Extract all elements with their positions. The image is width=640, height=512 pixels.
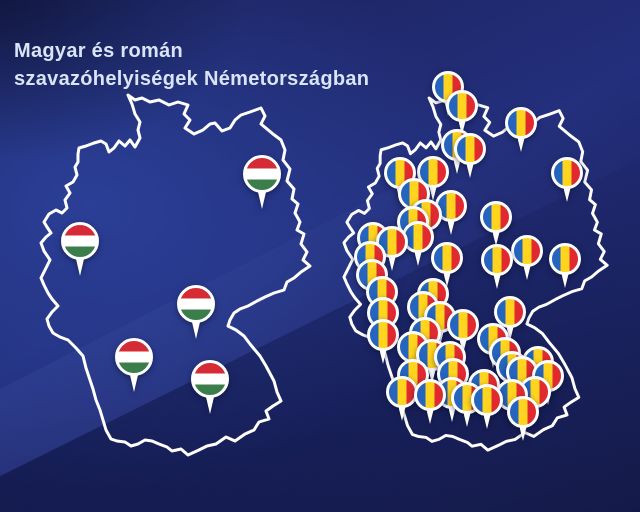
romania-flag-pin: [471, 384, 503, 429]
hungary-flag-pin: [191, 360, 229, 414]
germany-outline-map-left: [39, 93, 312, 457]
pin-stem: [561, 274, 569, 288]
hungary-flag-icon: [115, 338, 153, 376]
pin-stem: [447, 221, 455, 235]
pin-stem: [463, 413, 471, 427]
pin-stem: [206, 397, 214, 414]
pin-stem: [506, 327, 514, 341]
pin-stem: [436, 332, 444, 346]
hungary-flag-icon: [61, 222, 99, 260]
romania-flag-pin: [505, 107, 537, 152]
pin-stem: [519, 427, 527, 441]
title-line-1: Magyar és román: [14, 40, 184, 63]
romania-flag-icon: [507, 396, 539, 428]
romania-flag-pin: [549, 243, 581, 288]
romania-flag-icon: [417, 156, 449, 188]
pin-stem: [517, 138, 525, 152]
romania-flag-icon: [454, 133, 486, 165]
romania-flag-icon: [431, 242, 463, 274]
pin-stem: [466, 164, 474, 178]
pin-stem: [398, 407, 406, 421]
romania-flag-icon: [551, 157, 583, 189]
pin-stem: [76, 259, 84, 276]
pin-stem: [448, 408, 456, 422]
hungary-flag-pin: [61, 222, 99, 276]
romania-flag-pin: [431, 242, 463, 287]
romania-flag-pin: [367, 319, 399, 364]
hungary-flag-icon: [177, 285, 215, 323]
romania-flag-pin: [447, 309, 479, 354]
pin-stem: [453, 160, 461, 174]
romania-flag-icon: [367, 319, 399, 351]
romania-flag-icon: [480, 201, 512, 233]
romania-flag-pin: [507, 396, 539, 441]
pin-stem: [523, 266, 531, 280]
romania-flag-pin: [551, 157, 583, 202]
pin-stem: [258, 192, 266, 209]
germany-border-path: [39, 93, 312, 457]
hungary-flag-pin: [243, 155, 281, 209]
pin-stem: [563, 188, 571, 202]
hungary-flag-icon: [243, 155, 281, 193]
pin-stem: [493, 275, 501, 289]
title-line-2: szavazóhelyiségek Németországban: [14, 68, 370, 91]
romania-flag-icon: [471, 384, 503, 416]
romania-flag-icon: [481, 244, 513, 276]
romania-flag-icon: [447, 309, 479, 341]
romania-flag-pin: [446, 90, 478, 135]
romania-flag-pin: [494, 296, 526, 341]
pin-stem: [130, 375, 138, 392]
pin-stem: [414, 252, 422, 266]
hungary-flag-pin: [115, 338, 153, 392]
romania-flag-pin: [417, 156, 449, 201]
romania-flag-pin: [454, 133, 486, 178]
pin-stem: [443, 273, 451, 287]
pin-stem: [426, 410, 434, 424]
pin-stem: [379, 350, 387, 364]
romania-flag-icon: [549, 243, 581, 275]
pin-stem: [429, 187, 437, 201]
romania-flag-icon: [494, 296, 526, 328]
pin-stem: [388, 257, 396, 271]
romania-flag-pin: [414, 379, 446, 424]
romania-flag-pin: [511, 235, 543, 280]
romania-flag-icon: [446, 90, 478, 122]
romania-flag-icon: [414, 379, 446, 411]
romania-flag-icon: [505, 107, 537, 139]
pin-stem: [483, 415, 491, 429]
pin-stem: [458, 121, 466, 135]
romania-flag-pin: [480, 201, 512, 246]
page-title: Magyar és román szavazóhelyiségek Németo…: [14, 37, 369, 93]
pin-stem: [492, 232, 500, 246]
pin-stem: [192, 322, 200, 339]
pin-stem: [428, 370, 436, 384]
romania-flag-pin: [481, 244, 513, 289]
hungary-flag-pin: [177, 285, 215, 339]
hungary-flag-icon: [191, 360, 229, 398]
romania-flag-icon: [511, 235, 543, 267]
